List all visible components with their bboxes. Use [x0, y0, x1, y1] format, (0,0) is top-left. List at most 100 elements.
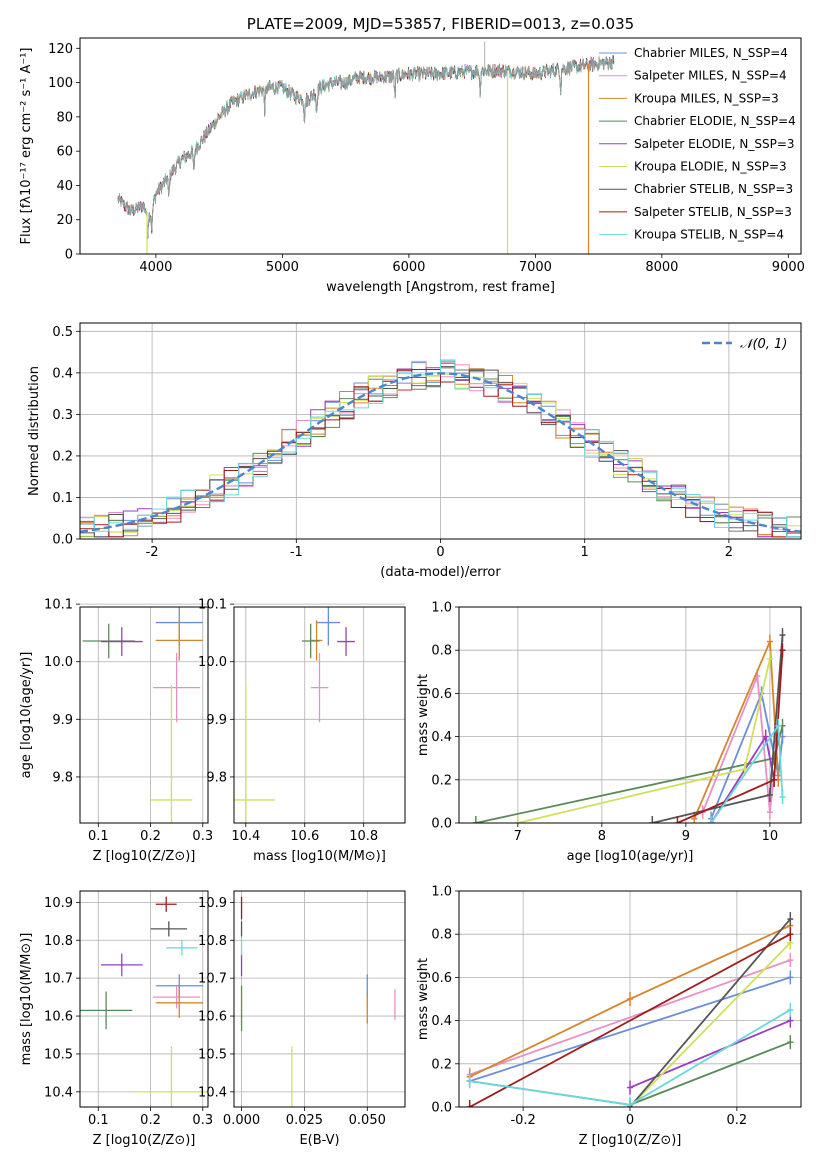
- y-tick-label: 0.0: [431, 1101, 452, 1116]
- x-tick-label: 0: [436, 545, 444, 560]
- y-axis-label: age [log10(age/yr)]: [19, 652, 34, 779]
- errorbar-point: [150, 684, 193, 823]
- y-tick-label: 10.6: [198, 1010, 227, 1025]
- x-tick-label: 7000: [519, 260, 552, 275]
- y-axis-label: Normed distribution: [27, 366, 42, 496]
- plot-area: [117, 41, 615, 254]
- chart-age_vs_Z: 0.1 0.2 0.3 9.8 9.9 10.0 10.1 Z [log10(Z/Z⊙)] ag…: [19, 559, 213, 864]
- axes-frame: [79, 890, 209, 1108]
- legend-label: Chabrier ELODIE, N_SSP=4: [634, 114, 796, 128]
- x-tick-label: 0.2: [727, 1113, 748, 1128]
- x-tick-label: 8: [598, 829, 606, 844]
- legend-label: Chabrier MILES, N_SSP=4: [634, 46, 788, 60]
- spectrum-model-line: [117, 56, 615, 236]
- errorbar-point: [349, 568, 367, 580]
- errorbar-point: [155, 987, 203, 1018]
- y-tick-label: 9.8: [52, 770, 73, 785]
- x-tick-label: -1: [290, 545, 303, 560]
- y-tick-label: 20: [56, 213, 73, 228]
- y-tick-label: 10.6: [44, 1010, 73, 1025]
- y-tick-label: 0.0: [431, 817, 452, 832]
- plot-area: [82, 559, 203, 823]
- y-tick-label: 60: [56, 145, 73, 160]
- y-tick-label: 10.4: [198, 1085, 227, 1100]
- errorbar-point: [337, 627, 355, 656]
- y-tick-label: 40: [56, 179, 73, 194]
- axes-frame: [79, 37, 802, 255]
- x-tick-label: 10: [762, 829, 779, 844]
- y-axis-label: mass weight: [416, 958, 431, 1040]
- series-line: [629, 942, 791, 1107]
- x-axis-label: mass [log10(M/M⊙)]: [253, 849, 386, 864]
- spectrum-model-line: [117, 56, 615, 237]
- y-tick-label: 10.7: [198, 972, 227, 987]
- x-tick-label: -2: [146, 545, 159, 560]
- x-tick-label: 10.6: [290, 829, 319, 844]
- y-tick-label: 0.6: [431, 687, 452, 702]
- y-tick-label: 0.6: [431, 971, 452, 986]
- y-tick-label: 10.1: [198, 598, 227, 613]
- chart-title: PLATE=2009, MJD=53857, FIBERID=0013, z=0…: [247, 15, 634, 33]
- x-tick-label: 0.1: [88, 829, 109, 844]
- y-tick-label: 0: [65, 248, 73, 263]
- y-axis-label: mass [log10(M/M⊙)]: [19, 933, 34, 1066]
- legend-label: Chabrier STELIB, N_SSP=3: [634, 182, 793, 196]
- legend-label: Kroupa STELIB, N_SSP=4: [634, 228, 784, 242]
- y-tick-label: 0.2: [52, 449, 73, 464]
- y-tick-label: 0.3: [52, 408, 73, 423]
- legend-label: Salpeter STELIB, N_SSP=3: [634, 205, 792, 219]
- y-tick-label: 10.9: [198, 896, 227, 911]
- series-line: [475, 725, 784, 823]
- errorbar-point: [301, 623, 320, 659]
- x-axis-label: wavelength [Angstrom, rest frame]: [326, 280, 555, 295]
- plot-area: [240, 896, 396, 1107]
- y-tick-label: 1.0: [431, 601, 452, 616]
- normal-curve: [80, 372, 801, 533]
- chart-mass_weight_vs_age: 7 8 9 10 0.0 0.2 0.4 0.6 0.8 1.0 age [log10(age/yr…: [416, 601, 802, 864]
- histogram-step: [80, 369, 801, 538]
- plot-area: [80, 359, 801, 538]
- series-line: [469, 976, 791, 1082]
- errorbar-point: [156, 559, 177, 582]
- legend-label: Kroupa MILES, N_SSP=3: [634, 91, 779, 105]
- x-tick-label: 4000: [139, 260, 172, 275]
- x-tick-label: 0.3: [192, 829, 213, 844]
- series-line: [469, 933, 791, 1107]
- errorbar-point: [367, 565, 379, 577]
- x-tick-label: 10.8: [349, 829, 378, 844]
- errorbar-point: [153, 985, 201, 1009]
- y-tick-label: 10.4: [44, 1085, 73, 1100]
- x-tick-label: 0.2: [140, 829, 161, 844]
- legend-label: Kroupa ELODIE, N_SSP=3: [634, 160, 787, 174]
- errorbar-point: [155, 620, 203, 661]
- chart-mass_vs_Z: 0.1 0.2 0.3 10.4 10.5 10.6 10.7 10.8 10.9 Z [log1…: [19, 890, 213, 1148]
- y-tick-label: 0.8: [431, 644, 452, 659]
- y-tick-label: 10.9: [44, 896, 73, 911]
- axes-frame: [458, 890, 802, 1108]
- x-tick-label: 0.000: [223, 1113, 260, 1128]
- errorbar-point: [100, 953, 143, 977]
- legend-label: Salpeter MILES, N_SSP=4: [634, 69, 787, 83]
- x-axis-label: (data-model)/error: [380, 565, 501, 580]
- errorbar-point: [150, 921, 188, 937]
- x-axis-label: Z [log10(Z/Z⊙)]: [93, 849, 196, 864]
- errorbar-point: [155, 896, 177, 912]
- axes-frame: [233, 890, 406, 1108]
- errorbar-point: [153, 653, 201, 723]
- y-tick-label: 0.5: [52, 325, 73, 340]
- x-tick-label: 8000: [645, 260, 678, 275]
- x-tick-label: 5000: [266, 260, 299, 275]
- errorbar-point: [100, 627, 143, 656]
- y-tick-label: 80: [56, 110, 73, 125]
- series-line: [469, 959, 791, 1076]
- y-tick-label: 10.5: [198, 1047, 227, 1062]
- x-tick-label: 9000: [772, 260, 805, 275]
- chart-residuals: -2 -1 0 1 2 0.0 0.1 0.2 0.3 0.4 0.5 (data-model)/er…: [27, 322, 802, 580]
- x-tick-label: 0.2: [140, 1113, 161, 1128]
- y-tick-label: 1.0: [431, 885, 452, 900]
- errorbar-point: [166, 568, 197, 580]
- series-line: [629, 918, 791, 1107]
- y-tick-label: 120: [48, 42, 73, 57]
- y-tick-label: 0.8: [431, 928, 452, 943]
- y-tick-label: 0.4: [431, 1014, 452, 1029]
